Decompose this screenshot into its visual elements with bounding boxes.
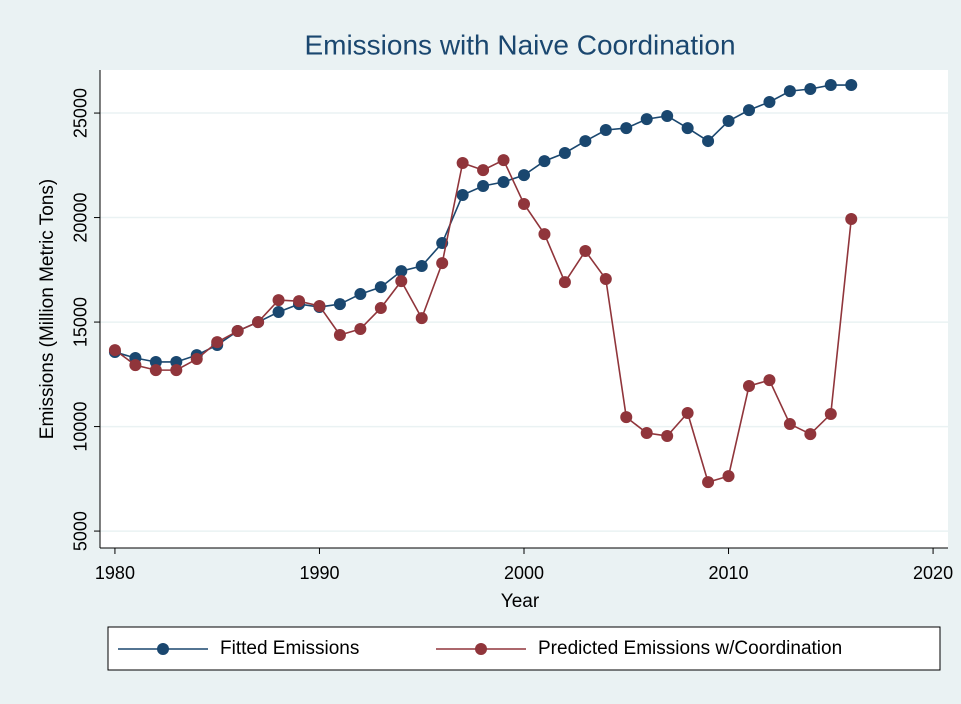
point xyxy=(763,374,776,387)
point xyxy=(374,281,387,294)
y-axis-label: Emissions (Million Metric Tons) xyxy=(37,179,58,439)
point xyxy=(272,306,285,319)
point xyxy=(436,257,449,270)
legend-label: Fitted Emissions xyxy=(220,638,359,659)
x-tick-label: 2010 xyxy=(709,563,749,583)
point xyxy=(599,123,612,136)
legend-marker xyxy=(475,643,487,655)
point xyxy=(804,83,817,96)
plot-area xyxy=(100,70,948,548)
point xyxy=(149,364,162,377)
point xyxy=(702,476,715,489)
point xyxy=(313,299,326,312)
point xyxy=(558,276,571,289)
point xyxy=(824,408,837,421)
point xyxy=(190,353,203,366)
point xyxy=(477,164,490,177)
point xyxy=(272,294,285,307)
point xyxy=(518,169,530,182)
point xyxy=(497,154,510,167)
point xyxy=(252,316,265,329)
y-tick-label: 10000 xyxy=(71,402,91,452)
chart-title: Emissions with Naive Coordination xyxy=(304,29,735,60)
point xyxy=(456,188,469,201)
point xyxy=(763,95,776,108)
point xyxy=(415,312,428,325)
point xyxy=(681,122,694,135)
point xyxy=(211,336,224,349)
point xyxy=(395,265,408,278)
x-tick-label: 2020 xyxy=(913,563,953,583)
point xyxy=(558,146,571,159)
point xyxy=(129,359,142,372)
point xyxy=(640,113,653,126)
point xyxy=(518,197,530,210)
point xyxy=(599,273,612,286)
point xyxy=(722,114,735,127)
y-tick-label: 5000 xyxy=(71,511,91,551)
point xyxy=(742,104,755,117)
point xyxy=(354,322,367,335)
point xyxy=(845,213,858,226)
point xyxy=(620,122,633,135)
point xyxy=(354,288,367,301)
point xyxy=(395,275,408,288)
y-tick-label: 20000 xyxy=(71,193,91,243)
point xyxy=(374,302,387,315)
y-tick-label: 15000 xyxy=(71,297,91,347)
point xyxy=(681,406,694,419)
x-tick-label: 2000 xyxy=(504,563,544,583)
x-axis-label: Year xyxy=(501,591,540,612)
point xyxy=(702,135,715,148)
point xyxy=(845,79,858,92)
point xyxy=(661,109,674,122)
point xyxy=(477,179,490,192)
point xyxy=(824,79,837,92)
point xyxy=(661,429,674,442)
y-tick-label: 25000 xyxy=(71,88,91,138)
point xyxy=(579,135,592,148)
point xyxy=(170,364,183,377)
point xyxy=(722,470,735,483)
point xyxy=(620,411,633,424)
point xyxy=(640,427,653,440)
legend-marker xyxy=(157,643,169,655)
point xyxy=(783,85,796,98)
x-tick-label: 1990 xyxy=(299,563,339,583)
point xyxy=(783,418,796,431)
point xyxy=(538,228,551,241)
point xyxy=(231,325,244,338)
point xyxy=(108,344,121,357)
point xyxy=(333,329,346,342)
point xyxy=(456,157,469,170)
point xyxy=(804,428,817,441)
point xyxy=(497,176,510,189)
point xyxy=(293,295,306,308)
point xyxy=(579,245,592,258)
point xyxy=(333,298,346,311)
x-tick-label: 1980 xyxy=(95,563,135,583)
point xyxy=(742,380,755,393)
point xyxy=(538,155,551,168)
legend-label: Predicted Emissions w/Coordination xyxy=(538,638,842,659)
point xyxy=(415,260,428,273)
